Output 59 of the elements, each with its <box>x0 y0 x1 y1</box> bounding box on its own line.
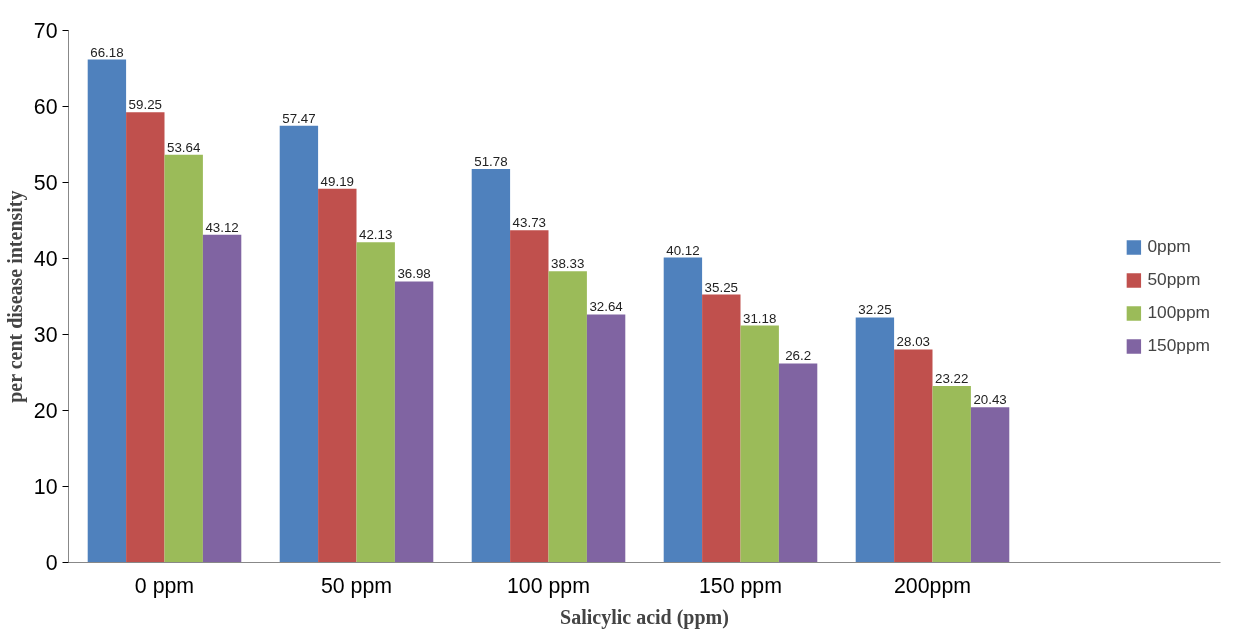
bar <box>318 188 357 563</box>
data-label: 32.64 <box>589 299 624 315</box>
data-label: 31.18 <box>743 310 777 326</box>
y-tick-label: 70 <box>33 19 58 43</box>
y-tick-label: 40 <box>33 247 58 271</box>
bar <box>356 242 395 563</box>
bar <box>471 168 511 563</box>
data-label: 28.03 <box>896 334 930 350</box>
bar <box>202 234 242 563</box>
x-tick-label: 100 ppm <box>507 573 591 598</box>
y-tick-label: 10 <box>33 475 58 499</box>
y-tick-label: 20 <box>33 399 58 423</box>
bar <box>778 363 818 563</box>
data-label: 38.33 <box>551 256 585 272</box>
x-tick-label: 200ppm <box>893 573 972 598</box>
x-tick-label: 50 ppm <box>320 573 393 598</box>
bar <box>87 59 127 563</box>
data-label: 40.12 <box>666 242 700 258</box>
bar <box>126 112 165 563</box>
bar <box>740 325 779 563</box>
bar <box>894 349 933 563</box>
x-tick-label: 150 ppm <box>699 573 783 598</box>
bar <box>510 230 549 563</box>
data-label: 42.13 <box>359 227 393 243</box>
bar <box>970 407 1010 563</box>
legend-label: 50ppm <box>1147 269 1201 290</box>
data-label: 23.22 <box>935 371 969 387</box>
y-tick-label: 0 <box>45 551 58 575</box>
data-label: 53.64 <box>167 139 201 155</box>
y-tick-label: 30 <box>33 323 58 347</box>
bar <box>663 257 703 563</box>
data-label: 43.12 <box>205 219 239 235</box>
data-label: 51.78 <box>474 153 508 169</box>
y-tick-label: 60 <box>33 95 58 119</box>
bar <box>164 154 203 563</box>
bar <box>279 125 319 563</box>
data-label: 66.18 <box>90 44 124 60</box>
bar <box>394 281 434 563</box>
legend-label: 0ppm <box>1147 236 1191 257</box>
legend-label: 100ppm <box>1147 302 1210 323</box>
bar <box>932 386 971 563</box>
bar <box>702 294 741 563</box>
data-label: 26.2 <box>785 348 812 364</box>
data-label: 59.25 <box>128 97 162 113</box>
data-label: 20.43 <box>973 392 1007 408</box>
y-tick-label: 50 <box>33 171 58 195</box>
data-label: 57.47 <box>282 110 316 126</box>
data-label: 43.73 <box>512 215 546 231</box>
data-label: 35.25 <box>704 279 738 295</box>
bar <box>548 271 587 563</box>
bar <box>855 317 895 563</box>
data-label: 49.19 <box>320 173 354 189</box>
x-axis-title: Salicylic acid (ppm) <box>560 605 729 629</box>
data-label: 32.25 <box>858 302 892 318</box>
bar <box>586 314 626 563</box>
x-tick-label: 0 ppm <box>134 573 195 598</box>
y-axis-title: per cent disease intensity <box>3 190 27 403</box>
data-label: 36.98 <box>397 266 431 282</box>
legend-label: 150ppm <box>1147 335 1210 356</box>
